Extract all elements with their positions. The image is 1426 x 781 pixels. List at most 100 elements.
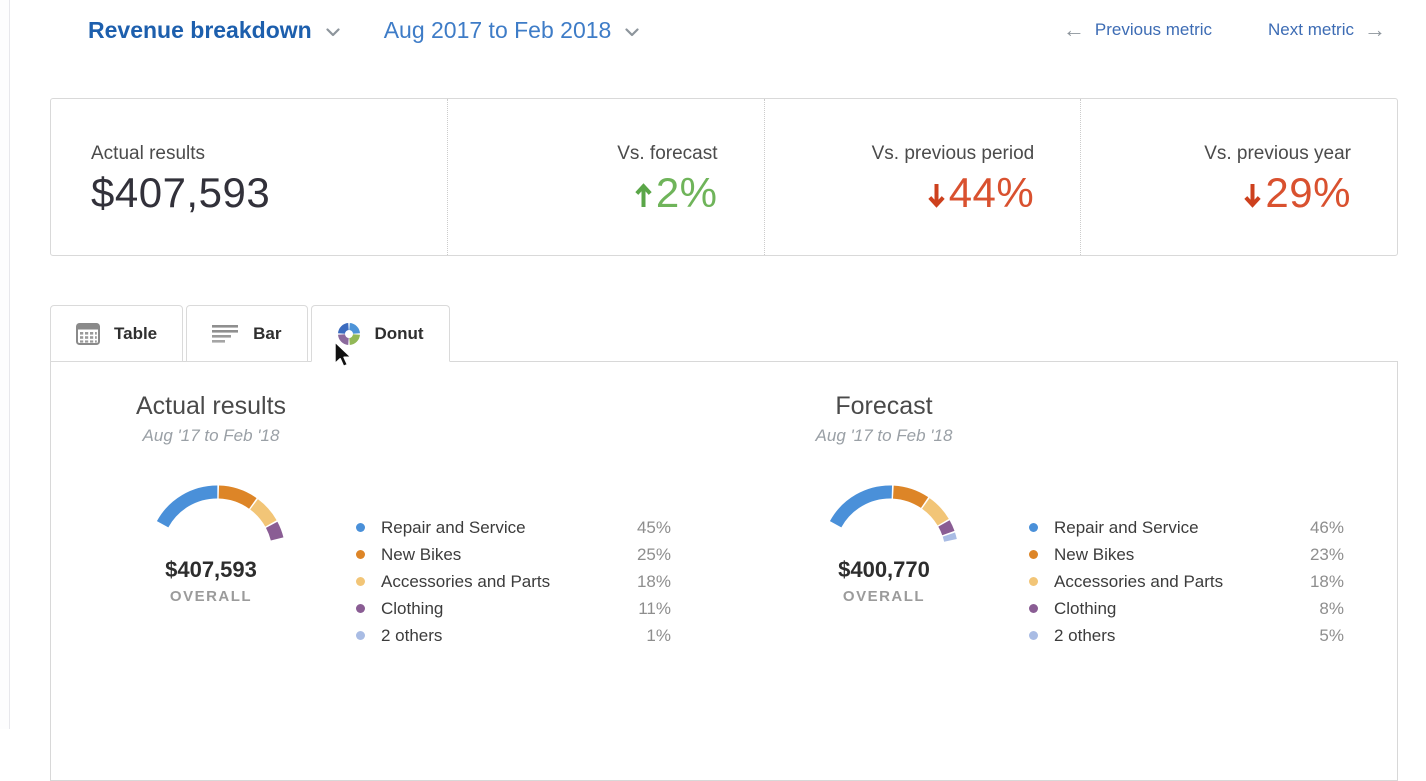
legend-dot [1029,604,1038,613]
legend-dot [1029,631,1038,640]
collapsed-sidebar-rail [0,0,10,729]
donut-icon [337,322,360,345]
overall-value: $400,770 [838,557,930,582]
legend-dot [1029,577,1038,586]
tab-label: Bar [253,323,282,343]
previous-metric-button[interactable]: ← Previous metric [1063,19,1212,41]
legend-label: 2 others [1054,625,1116,645]
arrow-right-icon: → [1364,17,1386,42]
mouse-cursor [334,341,352,367]
forecast-chart: Forecast Aug '17 to Feb '18 $400,770 OVE… [724,392,1397,780]
kpi-label: Actual results [91,143,206,164]
previous-metric-label: Previous metric [1094,20,1213,39]
chart-title: Actual results [135,392,287,420]
legend-item: New Bikes 25% [356,541,671,568]
header: Revenue breakdown Aug 2017 to Feb 2018 ←… [50,0,1398,60]
legend-dot [356,631,365,640]
legend-dot [356,550,365,559]
kpi-vs-previous-period: Vs. previous period 44% [763,99,1081,255]
overall-label: OVERALL [842,588,926,605]
legend-percent: 45% [636,517,671,537]
donut-arc [156,485,284,541]
tab-label: Table [114,323,158,343]
legend-percent: 1% [646,625,671,645]
trend-down-icon [928,184,945,208]
donut-view-panel: Actual results Aug '17 to Feb '18 $407,5… [50,361,1398,781]
legend-item: Accessories and Parts 18% [1029,568,1344,595]
legend-item: New Bikes 23% [1029,541,1344,568]
kpi-vs-forecast: Vs. forecast 2% [446,99,764,255]
legend-item: Clothing 8% [1029,595,1344,622]
legend-percent: 23% [1309,544,1344,564]
legend-dot [356,523,365,532]
legend-dot [1029,550,1038,559]
legend-label: New Bikes [1054,544,1135,564]
legend-label: Repair and Service [1054,517,1199,537]
legend-label: New Bikes [381,544,462,564]
legend-label: Accessories and Parts [381,571,551,591]
legend-percent: 46% [1309,517,1344,537]
tab-donut[interactable]: Donut [310,305,450,362]
chart-legend: Repair and Service 46% New Bikes 23% Accesso… [1014,484,1344,649]
legend-item: Repair and Service 45% [356,514,671,541]
next-metric-label: Next metric [1268,20,1354,39]
legend-label: Clothing [381,598,444,618]
kpi-vs-previous-year: Vs. previous year 29% [1080,99,1397,255]
legend-percent: 8% [1319,598,1344,618]
legend-percent: 18% [636,571,671,591]
legend-percent: 18% [1309,571,1344,591]
legend-percent: 25% [636,544,671,564]
chart-subtitle: Aug '17 to Feb '18 [815,426,953,445]
kpi-label: Vs. previous year [1204,143,1351,164]
legend-dot [356,577,365,586]
legend-label: Repair and Service [381,517,526,537]
page-title: Revenue breakdown [88,16,312,43]
table-grid-icon [76,322,100,345]
chevron-down-icon [326,27,340,36]
kpi-value: 44% [805,169,1035,217]
legend-dot [1029,523,1038,532]
overall-label: OVERALL [169,588,253,605]
legend-item: 2 others 5% [1029,622,1344,649]
metric-navigation: ← Previous metric Next metric → [1063,19,1398,41]
overall-value: $407,593 [165,557,257,582]
kpi-actual-results: Actual results $407,593 [51,99,447,255]
kpi-value: $407,593 [91,169,271,216]
metric-selector[interactable]: Revenue breakdown [88,17,340,44]
actual-results-chart: Actual results Aug '17 to Feb '18 $407,5… [51,392,724,780]
legend-dot [356,604,365,613]
date-range-label: Aug 2017 to Feb 2018 [383,16,612,43]
kpi-label: Vs. forecast [617,143,718,164]
donut-chart: $407,593 OVERALL [81,484,341,649]
kpi-value: 29% [1121,169,1351,217]
next-metric-button[interactable]: Next metric → [1268,19,1386,41]
chart-title: Forecast [835,392,933,420]
trend-up-icon [635,183,652,207]
legend-label: Accessories and Parts [1054,571,1224,591]
kpi-value: 2% [488,169,718,217]
legend-item: Clothing 11% [356,595,671,622]
legend-item: Repair and Service 46% [1029,514,1344,541]
tab-label: Donut [374,323,424,343]
kpi-label: Vs. previous period [871,143,1035,164]
legend-percent: 11% [638,598,671,618]
kpi-summary-card: Actual results $407,593 Vs. forecast 2% … [50,98,1398,256]
donut-chart: $400,770 OVERALL [754,484,1014,649]
legend-label: Clothing [1054,598,1117,618]
tab-bar[interactable]: Bar [186,305,308,362]
chart-legend: Repair and Service 45% New Bikes 25% Accesso… [341,484,671,649]
date-range-selector[interactable]: Aug 2017 to Feb 2018 [384,17,640,44]
tab-table[interactable]: Table [50,305,184,362]
chart-subtitle: Aug '17 to Feb '18 [142,426,280,445]
trend-down-icon [1244,184,1262,208]
bar-lines-icon [212,324,239,343]
arrow-left-icon: ← [1062,17,1085,42]
donut-arc [829,485,957,542]
legend-label: 2 others [381,625,443,645]
legend-item: 2 others 1% [356,622,671,649]
legend-percent: 5% [1319,625,1344,645]
chevron-down-icon [625,27,639,36]
legend-item: Accessories and Parts 18% [356,568,671,595]
view-tabs: Table Bar Donut [50,305,1398,362]
